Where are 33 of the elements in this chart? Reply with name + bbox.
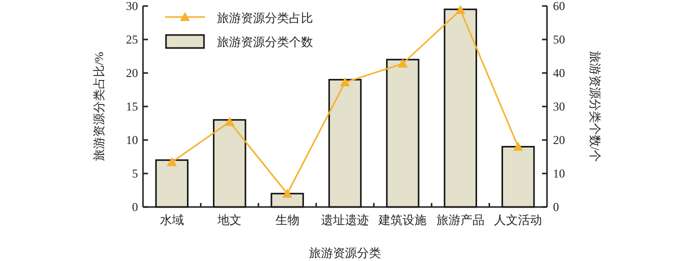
y-tick-label: 10 <box>126 133 138 147</box>
y2-tick-label: 10 <box>553 166 565 180</box>
x-axis-title: 旅游资源分类 <box>309 246 381 260</box>
y2-tick-label: 60 <box>553 0 565 13</box>
legend-label: 旅游资源分类个数 <box>217 35 313 49</box>
y2-tick-label: 50 <box>553 32 565 46</box>
x-tick-label: 建筑设施 <box>378 213 427 227</box>
y2-tick-label: 20 <box>553 133 565 147</box>
y-tick-label: 20 <box>126 66 138 80</box>
y-tick-label: 30 <box>126 0 138 13</box>
x-tick-label: 水域 <box>160 213 184 227</box>
y2-tick-label: 40 <box>553 66 565 80</box>
point <box>340 77 350 86</box>
y-tick-label: 5 <box>132 166 138 180</box>
x-tick-label: 地文 <box>216 213 242 227</box>
point <box>224 116 235 126</box>
y2-tick-label: 0 <box>553 200 559 214</box>
point <box>282 188 292 198</box>
legend-label: 旅游资源分类占比 <box>217 11 313 25</box>
x-tick-label: 生物 <box>275 213 300 227</box>
y2-axis-title: 旅游资源分类个数/个 <box>588 50 602 162</box>
y-tick-label: 25 <box>126 32 138 46</box>
point <box>398 58 408 68</box>
point <box>513 142 524 151</box>
point <box>166 157 177 166</box>
x-tick-label: 遗址遗迹 <box>321 213 369 227</box>
point <box>455 5 466 14</box>
y-axis-title: 旅游资源分类占比/% <box>92 52 106 162</box>
y2-tick-label: 30 <box>553 100 565 114</box>
y-tick-label: 0 <box>132 200 138 214</box>
x-tick-label: 旅游产品 <box>436 213 484 227</box>
y-tick-label: 15 <box>126 100 138 114</box>
x-tick-label: 人文活动 <box>494 213 542 227</box>
